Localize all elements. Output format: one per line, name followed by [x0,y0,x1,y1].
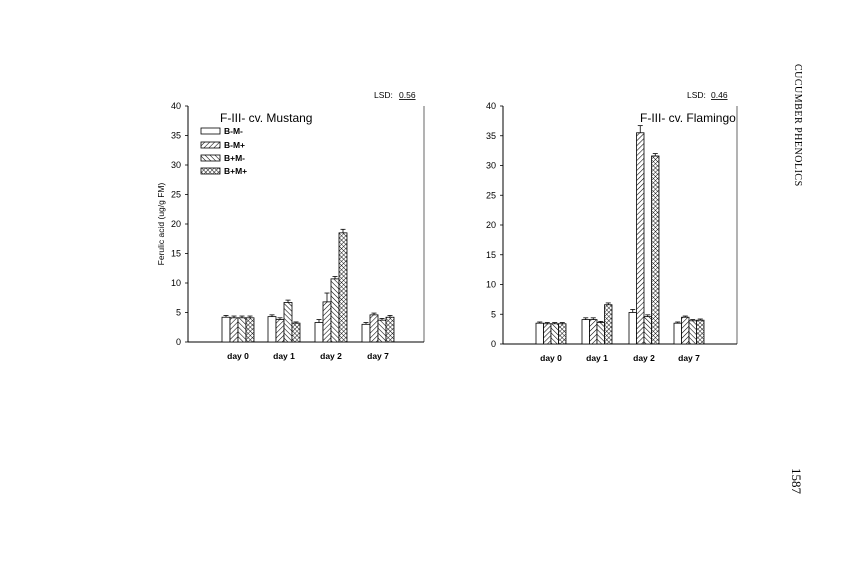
y-ticks: 0 5 10 15 20 25 30 35 40 [486,101,503,349]
lsd-value: 0.46 [711,90,728,100]
bar-bplusmminus-day-7 [377,319,387,343]
bar-bplusmminus-day-7 [688,320,697,345]
x-tick-label: day 0 [540,353,562,363]
legend-swatch-b-m-plus [200,141,221,149]
bar-bplusmminus-day-1 [596,322,605,345]
y-tick-label: 5 [491,309,496,319]
chart-title: F-III- cv. Flamingo [640,111,736,125]
bar-bminusmplus-day-0 [543,323,552,345]
bar-bplusmminus-day-2 [330,278,340,343]
legend-label-b-m-minus: B-M- [224,126,243,136]
error-bars [537,125,703,324]
bar-bminusmminus-day-7 [673,322,682,345]
bar-bminusmminus-day-1 [267,316,277,343]
x-tick-label: day 7 [367,351,389,361]
bar-bplusmplus-day-7 [385,316,395,343]
legend-label-bplus-m-plus: B+M+ [224,166,247,176]
bar-bplusmplus-day-1 [604,304,613,345]
bar-bminusmminus-day-7 [361,323,371,343]
y-tick-label: 10 [171,278,181,288]
x-tick-label: day 2 [633,353,655,363]
legend: B-M- B-M+ B+M- B+M+ [200,126,247,176]
legend-swatch-b-m-minus [200,127,221,135]
bar-bminusmminus-day-1 [581,319,590,345]
y-tick-label: 15 [486,250,496,260]
bar-bminusmplus-day-7 [369,314,379,343]
y-tick-label: 30 [486,161,496,171]
bar-bplusmplus-day-0 [245,317,255,343]
bars [535,132,705,345]
y-tick-label: 35 [486,131,496,141]
y-tick-label: 10 [486,280,496,290]
chart-panel-flamingo: 0 5 10 15 20 25 30 35 40 day 0 day 1 day 2 day 7 F-… [486,90,738,363]
bar-bplusmminus-day-0 [237,317,247,343]
bars [221,232,395,343]
bar-bminusmminus-day-0 [535,322,544,345]
y-tick-label: 40 [486,101,496,111]
running-head: CUCUMBER PHENOLICS [792,64,803,187]
bar-bplusmplus-day-7 [696,319,705,345]
bar-bminusmplus-day-0 [229,317,239,343]
bar-bplusmplus-day-2 [651,155,660,345]
bar-bminusmminus-day-2 [314,322,324,343]
y-tick-label: 20 [171,219,181,229]
bar-bplusmminus-day-1 [283,302,293,343]
chart-title: F-III- cv. Mustang [220,111,312,125]
bar-bplusmplus-day-0 [558,323,567,345]
bar-bminusmplus-day-2 [636,132,645,345]
legend-label-bplus-m-minus: B+M- [224,153,245,163]
y-tick-label: 0 [176,337,181,347]
bar-bminusmplus-day-7 [681,316,690,345]
lsd-value: 0.56 [399,90,416,100]
y-ticks: 0 5 10 15 20 25 30 35 40 [171,101,188,347]
y-tick-label: 25 [486,190,496,200]
x-tick-label: day 0 [227,351,249,361]
bar-bplusmminus-day-0 [550,323,559,345]
y-tick-label: 0 [491,339,496,349]
y-axis-label: Ferulic acid (ug/g FM) [156,183,166,266]
x-tick-label: day 1 [273,351,295,361]
y-tick-label: 40 [171,101,181,111]
x-tick-label: day 1 [586,353,608,363]
y-tick-label: 5 [176,308,181,318]
chart-panel-mustang: 0 5 10 15 20 25 30 35 40 day 0 day 1 day 2 day 7 Fe… [156,90,425,361]
legend-swatch-bplus-m-plus [200,167,221,175]
y-tick-label: 30 [171,160,181,170]
legend-label-b-m-plus: B-M+ [224,140,245,150]
lsd-label: LSD: [374,90,393,100]
bar-bminusmplus-day-1 [275,319,285,343]
y-tick-label: 15 [171,249,181,259]
y-tick-label: 20 [486,220,496,230]
bar-bminusmminus-day-2 [628,312,637,345]
x-tick-label: day 2 [320,351,342,361]
x-ticks: day 0 day 1 day 2 day 7 [227,351,389,361]
bar-bplusmminus-day-2 [643,316,652,345]
x-ticks: day 0 day 1 day 2 day 7 [540,353,700,363]
bar-bplusmplus-day-2 [338,232,348,343]
bar-bminusmplus-day-1 [589,319,598,345]
x-tick-label: day 7 [678,353,700,363]
bar-bplusmplus-day-1 [291,322,301,343]
error-bars [223,228,393,325]
page-number: 1587 [789,468,804,494]
y-tick-label: 35 [171,131,181,141]
bar-bminusmminus-day-0 [221,316,231,343]
bar-bminusmplus-day-2 [322,301,332,343]
legend-swatch-bplus-m-minus [200,154,221,162]
y-tick-label: 25 [171,190,181,200]
lsd-label: LSD: [687,90,706,100]
